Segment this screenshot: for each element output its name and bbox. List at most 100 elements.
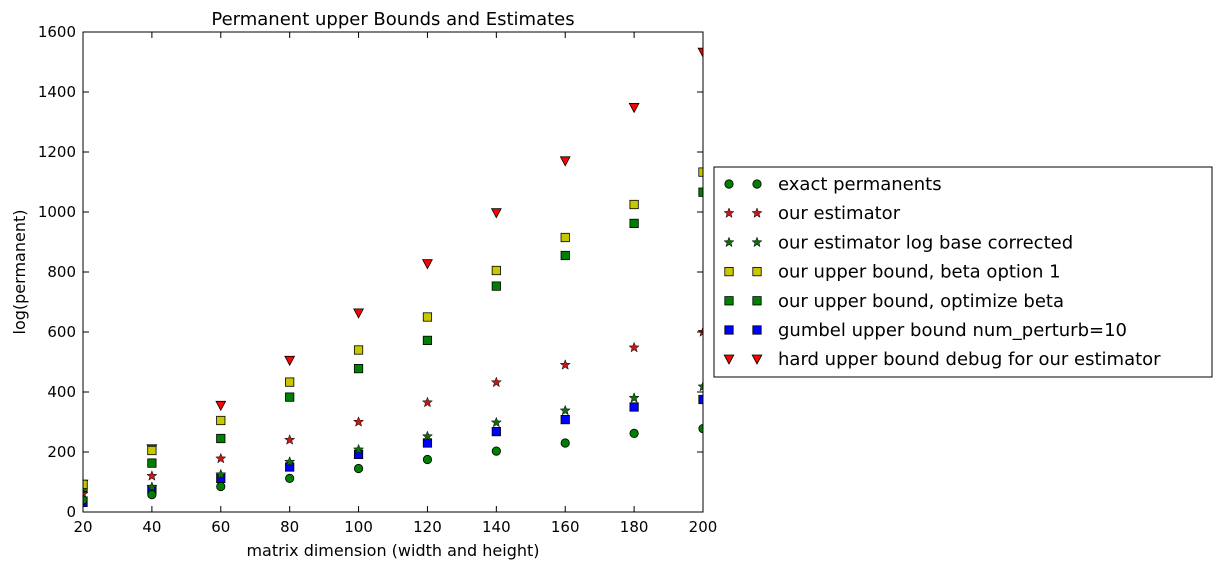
x-tick-label: 120 [413, 518, 442, 536]
legend-marker [723, 207, 735, 218]
legend-marker [752, 179, 762, 189]
legend-marker [723, 236, 735, 248]
data-point-series-6 [559, 156, 571, 167]
y-tick-label: 600 [47, 323, 76, 341]
legend-entry: our upper bound, optimize beta [724, 291, 1064, 312]
data-point-series-2 [215, 468, 227, 480]
chart-title: Permanent upper Bounds and Estimates [211, 9, 574, 30]
legend-marker [751, 236, 763, 248]
data-point-series-1 [628, 341, 640, 353]
data-point-series-0 [216, 481, 226, 492]
data-point-series-0 [147, 489, 157, 500]
data-point-series-1 [215, 452, 227, 464]
legend-marker [751, 207, 763, 218]
y-tick-label: 1000 [38, 203, 76, 221]
data-point-series-6 [284, 355, 296, 367]
legend-label: gumbel upper bound num_perturb=10 [778, 320, 1127, 341]
data-point-series-1 [421, 396, 434, 408]
x-tick-label: 40 [142, 518, 161, 536]
legend-marker [724, 179, 734, 189]
data-point-series-5 [491, 426, 501, 437]
data-point-series-3 [353, 345, 364, 355]
legend-marker [752, 296, 762, 306]
data-point-series-4 [353, 363, 364, 374]
y-axis-label: log(permanent) [10, 210, 29, 335]
data-point-series-6 [215, 400, 227, 412]
data-point-series-6 [628, 103, 640, 114]
legend-label: exact permanents [778, 174, 942, 195]
data-point-series-3 [629, 199, 639, 210]
data-point-series-5 [560, 414, 570, 425]
data-point-series-5 [629, 402, 639, 412]
legend-marker [724, 296, 734, 306]
legend-marker [724, 325, 734, 335]
legend-marker [723, 354, 735, 365]
data-point-series-0 [491, 446, 501, 456]
data-point-series-3 [285, 377, 295, 387]
legend-entry: our upper bound, beta option 1 [724, 262, 1061, 283]
legend-label: hard upper bound debug for our estimator [778, 349, 1161, 370]
data-point-series-4 [629, 218, 639, 228]
data-point-series-4 [147, 458, 157, 468]
data-point-series-2 [146, 481, 158, 492]
data-point-series-3 [422, 312, 433, 322]
x-tick-label: 20 [73, 518, 92, 536]
legend-entry: gumbel upper bound num_perturb=10 [724, 320, 1127, 341]
x-tick-label: 60 [211, 518, 230, 536]
x-axis-label: matrix dimension (width and height) [246, 541, 539, 560]
legend-label: our estimator log base corrected [778, 232, 1073, 253]
y-tick-label: 800 [47, 263, 76, 281]
data-point-series-2 [284, 455, 296, 467]
data-point-series-1 [490, 376, 502, 388]
data-point-series-3 [491, 265, 501, 276]
data-point-series-6 [490, 208, 502, 219]
legend-entry: our estimator log base corrected [723, 232, 1073, 253]
y-tick-label: 1200 [38, 143, 76, 161]
data-point-series-0 [422, 454, 433, 465]
data-point-series-4 [422, 335, 433, 346]
data-point-series-6 [353, 308, 365, 319]
data-point-series-4 [285, 392, 295, 402]
data-point-series-2 [421, 430, 434, 442]
data-point-series-6 [421, 259, 433, 270]
data-point-series-2 [628, 392, 640, 403]
data-point-series-1 [559, 359, 571, 370]
x-tick-label: 100 [344, 518, 373, 536]
x-tick-label: 80 [280, 518, 299, 536]
legend-marker [752, 266, 762, 277]
data-point-series-0 [353, 463, 364, 474]
legend-marker [752, 325, 762, 335]
legend-frame [713, 166, 1213, 378]
plot-markers [83, 47, 703, 508]
legend-entry: hard upper bound debug for our estimator [723, 349, 1161, 370]
data-point-series-6 [697, 47, 703, 59]
data-point-series-4 [491, 281, 501, 291]
data-point-series-0 [629, 428, 639, 438]
data-point-series-2 [559, 404, 571, 416]
data-point-series-2 [352, 443, 365, 455]
data-point-series-2 [697, 380, 703, 392]
legend-label: our upper bound, beta option 1 [778, 262, 1061, 283]
data-point-series-0 [560, 438, 570, 448]
plot-frame [82, 31, 704, 513]
data-point-series-2 [490, 416, 502, 428]
legend-label: our upper bound, optimize beta [778, 291, 1064, 312]
axis-ticks: 20 40 60 80 100 120 140 160 180 200 0 200 400 600 800 1… [38, 23, 718, 536]
x-tick-label: 140 [482, 518, 511, 536]
y-tick-label: 400 [47, 383, 76, 401]
y-tick-label: 1600 [38, 23, 76, 41]
y-tick-label: 1400 [38, 83, 76, 101]
data-point-series-1 [284, 434, 296, 445]
y-tick-label: 200 [47, 443, 76, 461]
data-point-series-3 [216, 415, 226, 426]
data-point-series-3 [560, 232, 570, 243]
data-point-series-4 [216, 433, 226, 444]
x-tick-label: 200 [689, 518, 718, 536]
x-tick-label: 160 [551, 518, 580, 536]
legend-entry: our estimator [723, 203, 901, 224]
x-tick-label: 180 [620, 518, 649, 536]
data-point-series-4 [560, 250, 570, 261]
legend-label: our estimator [778, 203, 901, 224]
y-tick-label: 0 [66, 503, 76, 521]
legend: exact permanents our estimator our estimat… [713, 166, 1213, 378]
